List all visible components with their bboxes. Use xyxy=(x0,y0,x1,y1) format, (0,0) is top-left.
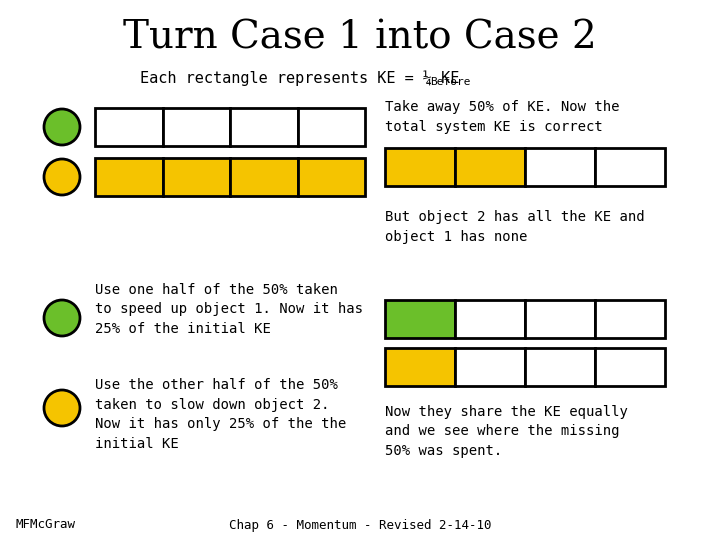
Bar xyxy=(230,158,297,196)
Circle shape xyxy=(44,159,80,195)
Circle shape xyxy=(44,300,80,336)
Bar xyxy=(385,348,455,386)
Circle shape xyxy=(44,390,80,426)
Bar xyxy=(455,148,525,186)
Text: Use the other half of the 50%
taken to slow down object 2.
Now it has only 25% o: Use the other half of the 50% taken to s… xyxy=(95,378,346,450)
Bar xyxy=(163,108,230,146)
Bar xyxy=(163,158,230,196)
Text: But object 2 has all the KE and
object 1 has none: But object 2 has all the KE and object 1… xyxy=(385,210,644,244)
Text: Use one half of the 50% taken
to speed up object 1. Now it has
25% of the initia: Use one half of the 50% taken to speed u… xyxy=(95,283,363,336)
Bar xyxy=(297,108,365,146)
Bar xyxy=(455,348,525,386)
Text: Chap 6 - Momentum - Revised 2-14-10: Chap 6 - Momentum - Revised 2-14-10 xyxy=(229,518,491,531)
Bar xyxy=(230,108,297,146)
Text: Each rectangle represents KE = ¼ KE: Each rectangle represents KE = ¼ KE xyxy=(140,70,459,86)
Text: Turn Case 1 into Case 2: Turn Case 1 into Case 2 xyxy=(123,19,597,57)
Bar xyxy=(525,348,595,386)
Bar xyxy=(595,148,665,186)
Text: MFMcGraw: MFMcGraw xyxy=(15,518,75,531)
Bar xyxy=(385,148,455,186)
Text: Take away 50% of KE. Now the
total system KE is correct: Take away 50% of KE. Now the total syste… xyxy=(385,100,619,133)
Bar xyxy=(95,108,163,146)
Text: Before: Before xyxy=(430,77,470,87)
Bar xyxy=(525,148,595,186)
Bar xyxy=(595,300,665,338)
Bar xyxy=(95,158,163,196)
Circle shape xyxy=(44,109,80,145)
Bar xyxy=(455,300,525,338)
Bar xyxy=(595,348,665,386)
Text: Now they share the KE equally
and we see where the missing
50% was spent.: Now they share the KE equally and we see… xyxy=(385,405,628,458)
Bar xyxy=(525,300,595,338)
Bar xyxy=(385,300,455,338)
Bar xyxy=(297,158,365,196)
